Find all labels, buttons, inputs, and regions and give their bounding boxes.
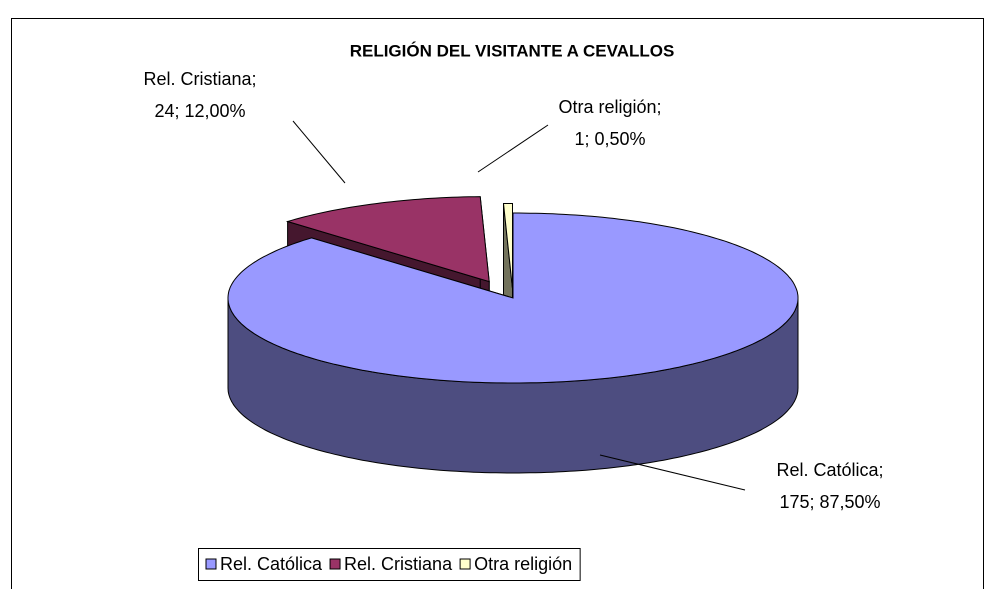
slice [227,212,799,384]
legend-label: Rel. Católica [220,554,323,574]
legend-swatch [459,558,471,570]
leader-line [292,120,346,184]
legend-swatch [329,558,341,570]
legend: Rel. Católica Rel. Cristiana Otra religión [198,548,581,581]
legend-box [198,548,581,581]
legend-label: Rel. Cristiana [344,554,453,574]
leader-line [599,454,746,491]
data-label-name: Rel. Cristiana; [143,69,256,89]
data-label: 24; 12,00% [154,101,245,121]
data-label: 1; 0,50% [574,129,645,149]
leader-line [477,124,549,173]
legend-label: Otra religión [474,554,572,574]
legend-swatch [205,558,217,570]
chart-title: RELIGIÓN DEL VISITANTE A CEVALLOS [350,41,675,60]
data-label-name: Otra religión; [558,97,661,117]
data-label: 175; 87,50% [779,492,880,512]
slice [285,196,490,283]
data-label-name: Rel. Católica; [776,460,883,480]
